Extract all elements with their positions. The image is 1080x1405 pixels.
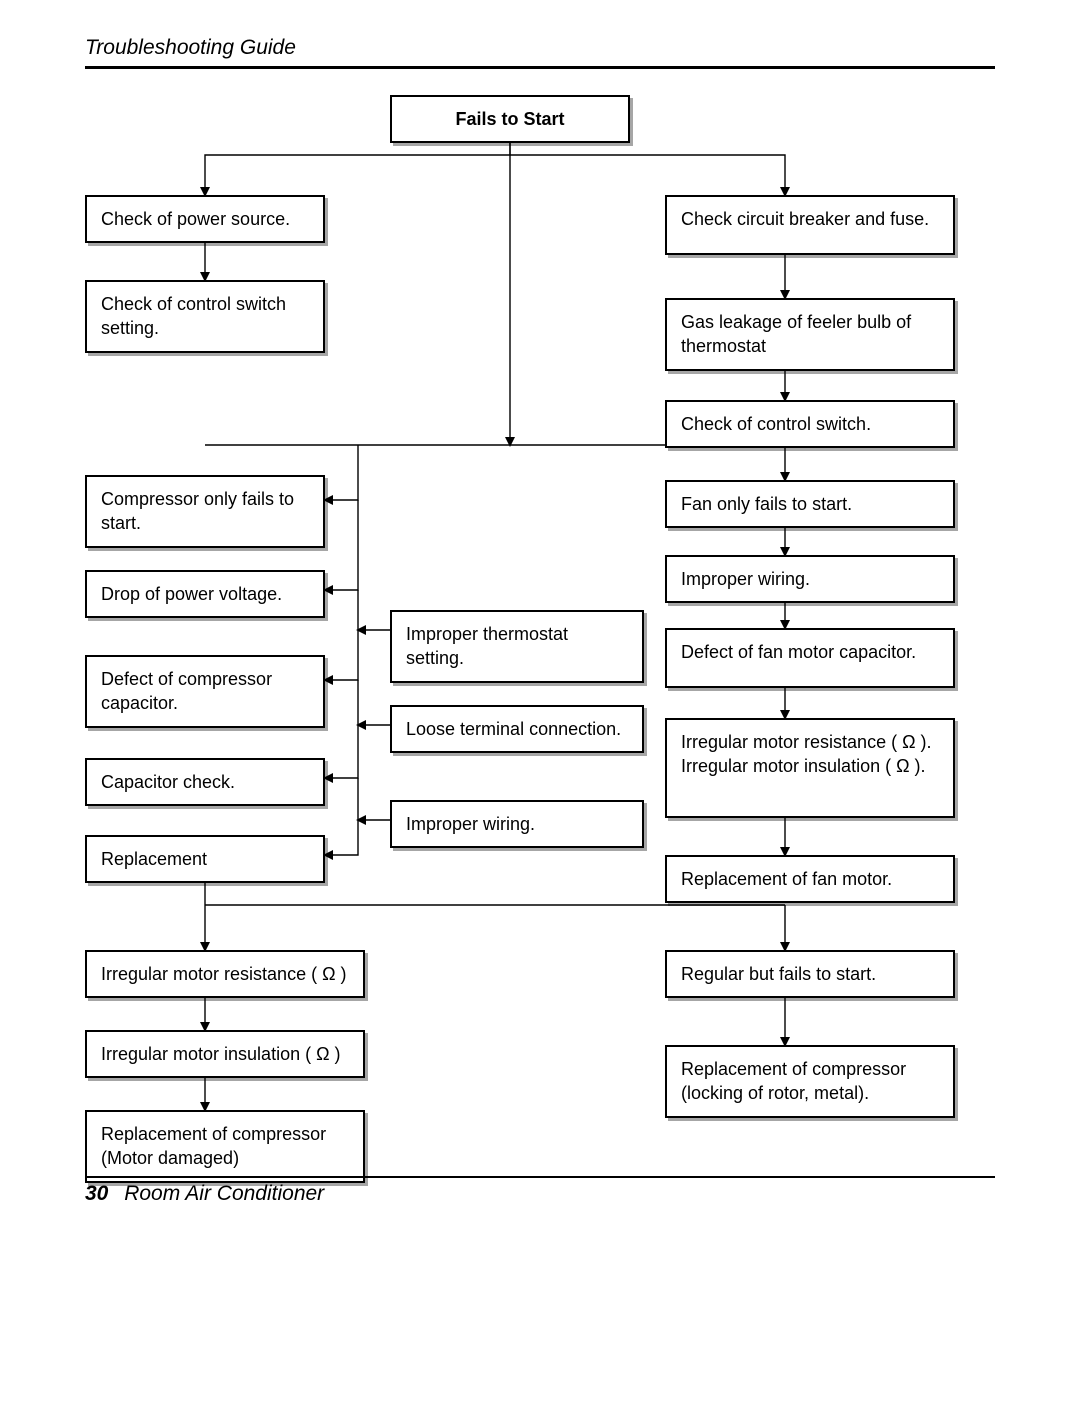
flow-edge (510, 155, 785, 195)
flow-node-l1: Check of power source. (85, 195, 325, 243)
flow-edge (325, 778, 358, 855)
footer-rule (85, 1176, 995, 1178)
flow-node-bl1: Irregular motor resistance ( Ω ) (85, 950, 365, 998)
flow-node-bl3: Replacement of compressor (Motor damaged… (85, 1110, 365, 1183)
flow-node-rc5: Replacement of fan motor. (665, 855, 955, 903)
flow-edge (325, 500, 358, 590)
flow-node-bl2: Irregular motor insulation ( Ω ) (85, 1030, 365, 1078)
flow-node-lc3: Defect of compressor capacitor. (85, 655, 325, 728)
flow-node-rc3: Defect of fan motor capacitor. (665, 628, 955, 688)
footer-text: 30 Room Air Conditioner (85, 1182, 995, 1206)
flow-node-l2: Check of control switch setting. (85, 280, 325, 353)
flow-node-rc1: Fan only fails to start. (665, 480, 955, 528)
flow-node-r2: Gas leakage of feeler bulb of thermostat (665, 298, 955, 371)
header-rule (85, 66, 995, 69)
flow-node-r1: Check circuit breaker and fuse. (665, 195, 955, 255)
flow-node-r3: Check of control switch. (665, 400, 955, 448)
header-title: Troubleshooting Guide (85, 36, 995, 66)
flow-edge (325, 680, 358, 778)
flow-node-lc4: Capacitor check. (85, 758, 325, 806)
flowchart-canvas: Fails to Start Check of power source. Chec… (85, 80, 995, 1180)
flow-edge (325, 445, 358, 500)
flow-node-start: Fails to Start (390, 95, 630, 143)
flow-node-lc1: Compressor only fails to start. (85, 475, 325, 548)
flow-node-br1: Regular but fails to start. (665, 950, 955, 998)
flow-node-lc5: Replacement (85, 835, 325, 883)
flow-edge (205, 137, 510, 195)
flow-edge (325, 590, 358, 680)
footer-label: Room Air Conditioner (124, 1182, 324, 1205)
flow-node-m2: Loose terminal connection. (390, 705, 644, 753)
flow-node-m3: Improper wiring. (390, 800, 644, 848)
flow-node-rc2: Improper wiring. (665, 555, 955, 603)
flow-node-lc2: Drop of power voltage. (85, 570, 325, 618)
flow-node-m1: Improper thermostat setting. (390, 610, 644, 683)
flow-node-br2: Replacement of compressor (locking of ro… (665, 1045, 955, 1118)
page-header: Troubleshooting Guide (85, 36, 995, 69)
page-footer: 30 Room Air Conditioner (85, 1176, 995, 1206)
flow-node-rc4: Irregular motor resistance ( Ω ).Irregul… (665, 718, 955, 818)
page-number: 30 (85, 1182, 108, 1205)
